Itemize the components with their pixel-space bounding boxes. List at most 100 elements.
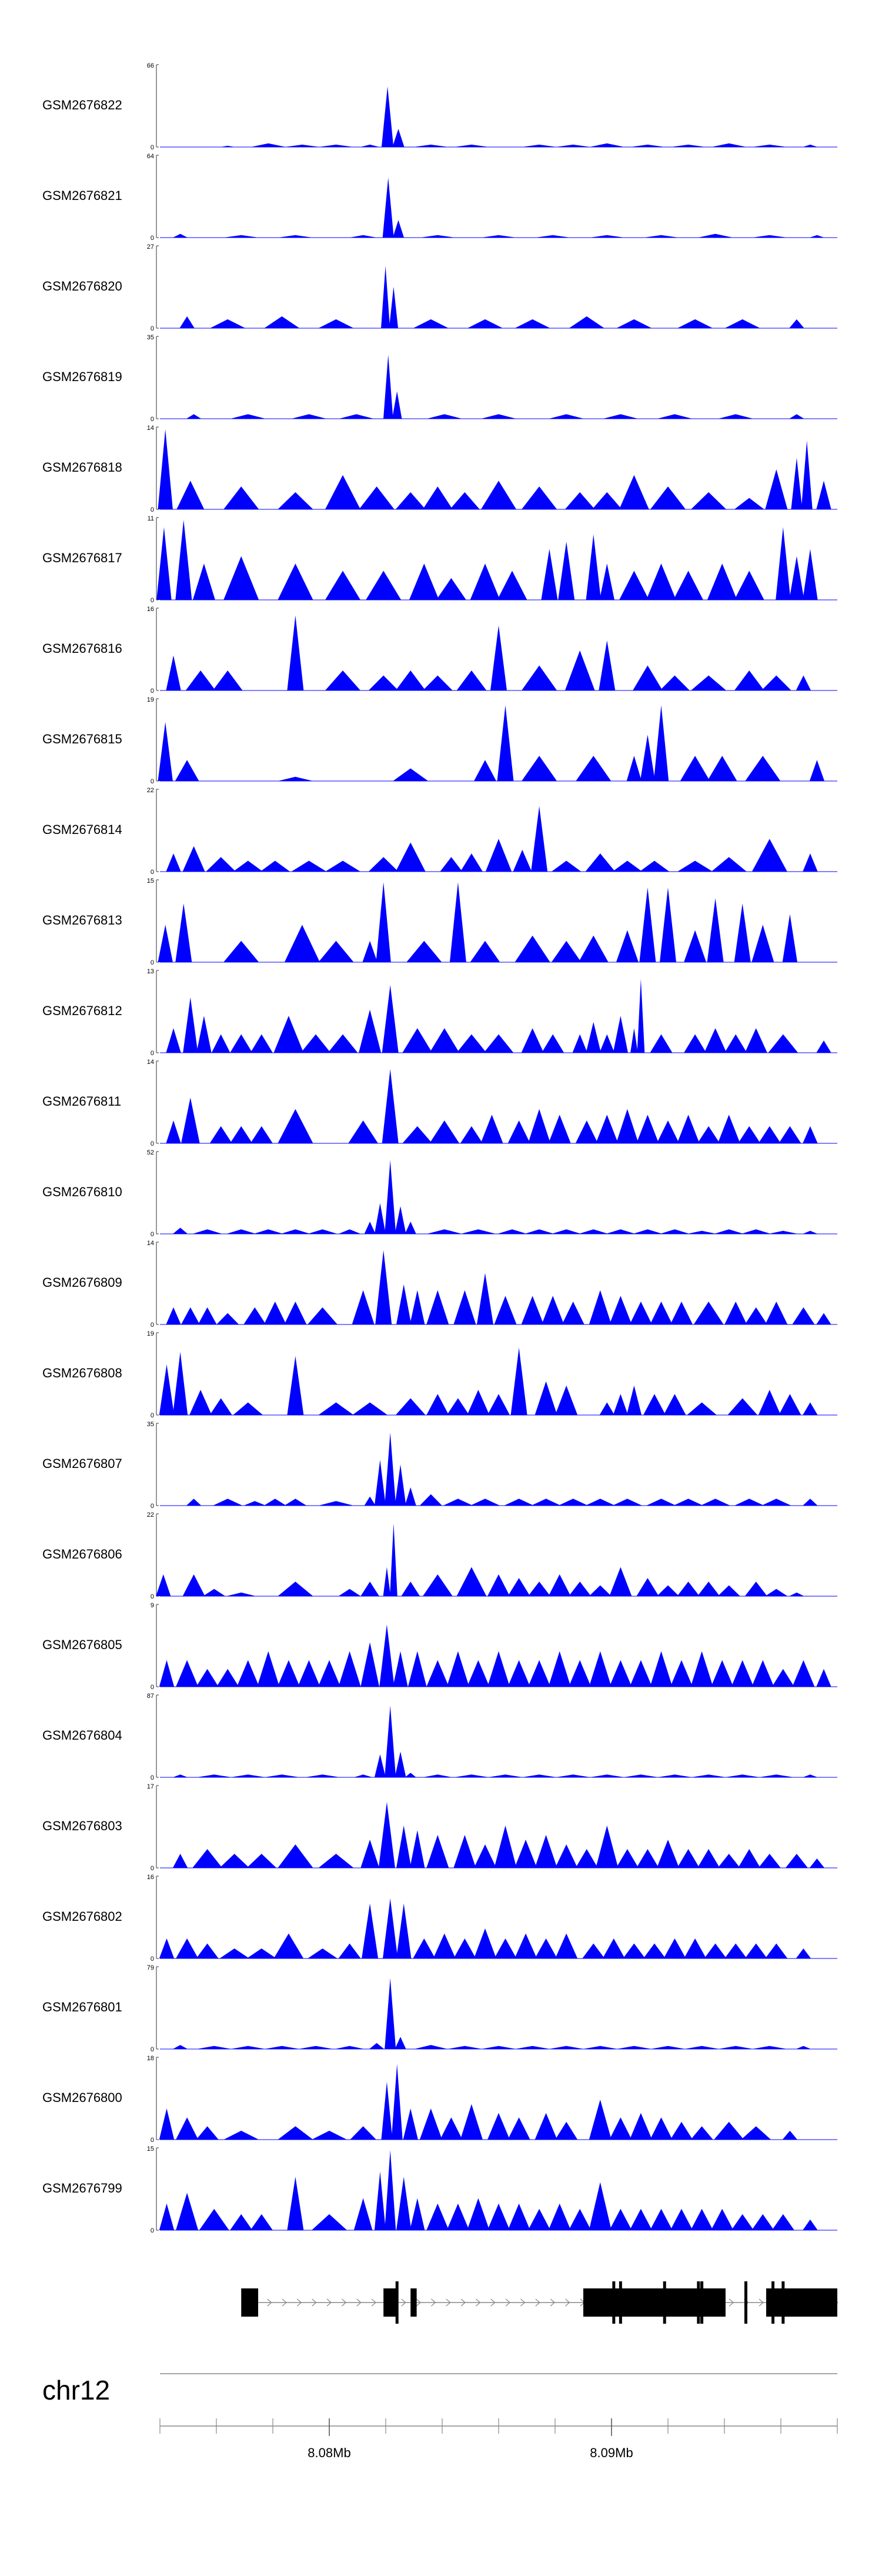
coverage-peak: [623, 1943, 646, 1958]
y-max-label: 22: [147, 787, 154, 794]
coverage-peak: [352, 1290, 375, 1324]
coverage-peak: [485, 839, 512, 872]
coverage-peak: [230, 1034, 253, 1053]
coverage-peak: [481, 481, 516, 509]
coverage-peak: [779, 1126, 801, 1143]
coverage-peak: [714, 2121, 744, 2140]
coverage-peak: [277, 1660, 300, 1687]
coverage-peak: [368, 675, 399, 690]
exon-boundary-marker: [663, 2281, 666, 2324]
coverage-peak: [182, 846, 205, 872]
coverage-peak: [156, 1574, 171, 1596]
coverage-peak: [328, 1034, 358, 1053]
coverage-peak: [522, 665, 557, 690]
coverage-peak: [166, 655, 181, 690]
coverage-peak: [426, 2203, 449, 2230]
coverage-peak: [349, 235, 377, 238]
track-GSM2676805: GSM2676805 9 0: [42, 1602, 837, 1691]
coverage-peak: [440, 857, 463, 872]
coverage-peak: [609, 1296, 632, 1324]
coverage-peak: [318, 1854, 354, 1868]
coverage-peak: [278, 2126, 313, 2140]
strand-arrow: [371, 2298, 376, 2307]
coverage-peak: [734, 1499, 764, 1506]
track-label: GSM2676799: [42, 2181, 122, 2195]
coverage-peak: [616, 930, 639, 962]
coverage-peak: [711, 1660, 734, 1687]
coverage-peak: [395, 1398, 426, 1415]
coverage-peak: [507, 2117, 530, 2140]
coverage-peak: [684, 1938, 707, 1958]
coverage-peak: [236, 1660, 259, 1687]
coverage-peak: [230, 1774, 266, 1777]
coverage-peak: [413, 144, 449, 147]
coverage-peak: [586, 534, 601, 600]
coverage-peak: [697, 233, 733, 238]
coverage-peak: [734, 670, 764, 690]
coverage-peak: [534, 1381, 557, 1415]
coverage-peak: [497, 570, 527, 600]
coverage-peak: [393, 768, 429, 781]
coverage-peak: [263, 1499, 286, 1506]
coverage-peak: [680, 756, 710, 781]
y-max-label: 11: [148, 515, 154, 522]
coverage-peak: [771, 1669, 794, 1687]
coverage-peak: [338, 1589, 361, 1596]
coverage-peak: [555, 144, 591, 147]
coverage-peak: [210, 319, 246, 328]
coverage-peak: [677, 1849, 700, 1868]
coverage-peak: [684, 1034, 707, 1053]
coverage-peak: [602, 1938, 625, 1958]
coverage-peak: [172, 1774, 188, 1777]
coverage-peak: [796, 1948, 811, 1958]
coverage-peak: [364, 1222, 376, 1234]
coverage-peak: [490, 625, 507, 690]
track-label: GSM2676819: [42, 369, 122, 384]
coverage-peak: [395, 842, 426, 872]
coverage-peak: [389, 286, 398, 328]
track-GSM2676813: GSM2676813 15 0: [42, 877, 837, 966]
coverage-peak: [172, 1352, 188, 1415]
coverage-peak: [575, 1120, 598, 1143]
track-label: GSM2676820: [42, 279, 122, 293]
coverage-peak: [287, 1356, 304, 1415]
coverage-peak: [298, 2046, 333, 2049]
coverage-peak: [761, 675, 791, 690]
y-min-label: 0: [151, 869, 154, 876]
coverage-peak: [368, 857, 399, 872]
coverage-peak: [612, 1499, 643, 1506]
coverage-peak: [643, 1943, 666, 1958]
exon-boundary-marker: [781, 2281, 785, 2324]
coverage-peak: [609, 1567, 632, 1596]
coverage-peak: [524, 1229, 554, 1234]
coverage-peak: [796, 675, 811, 690]
coverage-peak: [220, 145, 235, 147]
coverage-peak: [185, 670, 216, 690]
track-GSM2676817: GSM2676817 11 0: [42, 515, 837, 604]
coverage-peak: [589, 2100, 612, 2140]
coverage-peak: [548, 1651, 571, 1687]
coverage-peak: [673, 1499, 703, 1506]
track-GSM2676812: GSM2676812 13 0: [42, 968, 837, 1057]
coverage-peak: [751, 1660, 774, 1687]
track-GSM2676820: GSM2676820 27 0: [42, 243, 837, 332]
coverage-peak: [657, 1774, 693, 1777]
coverage-peak: [789, 1592, 804, 1596]
coverage-peak: [585, 853, 616, 872]
track-label: GSM2676801: [42, 2000, 122, 2014]
coverage-peak: [548, 1574, 571, 1596]
coverage-peak: [166, 853, 181, 872]
coverage-peak: [551, 940, 582, 962]
exon: [410, 2288, 417, 2317]
coverage-peak: [751, 144, 787, 147]
coverage-peak: [741, 1229, 771, 1234]
coverage-peak: [385, 2150, 396, 2230]
coverage-peak: [555, 1774, 591, 1777]
coverage-peak: [385, 1706, 396, 1777]
coverage-peak: [382, 1069, 399, 1143]
coverage-peak: [816, 1669, 831, 1687]
coverage-peak: [575, 1849, 598, 1868]
y-min-label: 0: [151, 144, 154, 151]
coverage-peak: [765, 1302, 788, 1324]
y-min-label: 0: [151, 235, 154, 242]
